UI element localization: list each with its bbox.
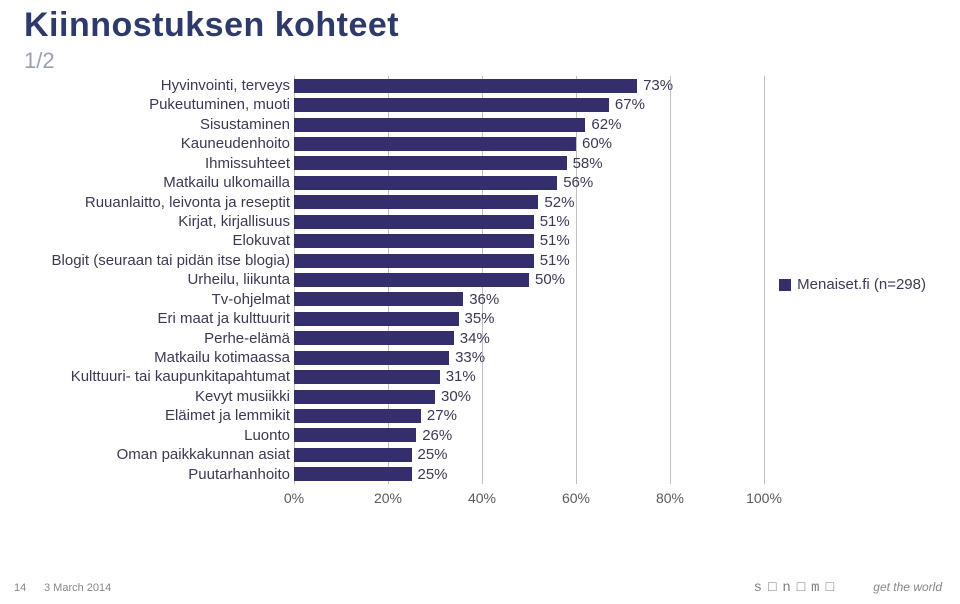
chart-legend: Menaiset.fi (n=298) bbox=[779, 276, 926, 293]
chart-value-label: 51% bbox=[540, 212, 570, 231]
chart-bar bbox=[294, 234, 534, 248]
chart-bar bbox=[294, 98, 609, 112]
chart-value-label: 58% bbox=[573, 154, 603, 173]
chart-category-label: Elokuvat bbox=[24, 231, 290, 250]
page-subtitle: 1/2 bbox=[24, 48, 55, 74]
chart-category-label: Sisustaminen bbox=[24, 115, 290, 134]
chart-value-label: 34% bbox=[460, 329, 490, 348]
chart-value-label: 51% bbox=[540, 231, 570, 250]
chart-bar bbox=[294, 292, 463, 306]
chart-category-label: Puutarhanhoito bbox=[24, 465, 290, 484]
chart-axis-tick-label: 100% bbox=[746, 490, 782, 506]
chart-category-label: Luonto bbox=[24, 426, 290, 445]
chart-bar bbox=[294, 370, 440, 384]
chart-category-label: Oman paikkakunnan asiat bbox=[24, 445, 290, 464]
chart-bar bbox=[294, 390, 435, 404]
chart-bar bbox=[294, 137, 576, 151]
chart-bar bbox=[294, 195, 538, 209]
chart-bar bbox=[294, 428, 416, 442]
chart-bar bbox=[294, 176, 557, 190]
chart-value-label: 50% bbox=[535, 270, 565, 289]
chart-value-label: 51% bbox=[540, 251, 570, 270]
chart-axis-tick-label: 80% bbox=[656, 490, 684, 506]
chart-category-label: Ruuanlaitto, leivonta ja reseptit bbox=[24, 193, 290, 212]
footer-date: 3 March 2014 bbox=[44, 582, 111, 594]
chart-category-label: Kirjat, kirjallisuus bbox=[24, 212, 290, 231]
chart-value-label: 27% bbox=[427, 406, 457, 425]
chart-plot: 0%20%40%60%80%100%73%67%62%60%58%56%52%5… bbox=[294, 76, 764, 506]
chart-category-label: Urheilu, liikunta bbox=[24, 270, 290, 289]
chart-value-label: 25% bbox=[418, 465, 448, 484]
legend-label: Menaiset.fi (n=298) bbox=[797, 276, 926, 293]
chart-value-label: 52% bbox=[544, 193, 574, 212]
chart-category-label: Kauneudenhoito bbox=[24, 134, 290, 153]
chart-bar bbox=[294, 156, 567, 170]
chart-axis-tick-label: 60% bbox=[562, 490, 590, 506]
chart-bar bbox=[294, 215, 534, 229]
chart-value-label: 62% bbox=[591, 115, 621, 134]
chart-category-label: Matkailu ulkomailla bbox=[24, 173, 290, 192]
footer-tagline: get the world bbox=[873, 580, 942, 594]
chart-bar bbox=[294, 273, 529, 287]
footer-page-number: 14 bbox=[14, 582, 26, 594]
chart-value-label: 30% bbox=[441, 387, 471, 406]
chart-category-label: Hyvinvointi, terveys bbox=[24, 76, 290, 95]
chart-value-label: 31% bbox=[446, 367, 476, 386]
chart-value-label: 33% bbox=[455, 348, 485, 367]
chart-category-label: Matkailu kotimaassa bbox=[24, 348, 290, 367]
chart-bar bbox=[294, 331, 454, 345]
chart-category-label: Blogit (seuraan tai pidän itse blogia) bbox=[24, 251, 290, 270]
chart-value-label: 36% bbox=[469, 290, 499, 309]
footer-brand: s□n□m□ bbox=[754, 580, 840, 596]
chart-bar bbox=[294, 409, 421, 423]
chart-bar bbox=[294, 351, 449, 365]
chart-category-label: Eläimet ja lemmikit bbox=[24, 406, 290, 425]
footer: 14 3 March 2014 s□n□m□ get the world bbox=[0, 572, 960, 596]
chart-bar bbox=[294, 467, 412, 481]
chart-value-label: 60% bbox=[582, 134, 612, 153]
chart-category-label: Ihmissuhteet bbox=[24, 154, 290, 173]
chart-category-label: Kevyt musiikki bbox=[24, 387, 290, 406]
chart-category-label: Pukeutuminen, muoti bbox=[24, 95, 290, 114]
chart-bar bbox=[294, 448, 412, 462]
chart-area: 0%20%40%60%80%100%73%67%62%60%58%56%52%5… bbox=[24, 76, 936, 536]
chart-bar bbox=[294, 254, 534, 268]
chart-bar bbox=[294, 79, 637, 93]
chart-bar bbox=[294, 118, 585, 132]
chart-value-label: 26% bbox=[422, 426, 452, 445]
chart-gridline bbox=[764, 76, 765, 484]
page-title: Kiinnostuksen kohteet bbox=[24, 6, 399, 45]
chart-value-label: 73% bbox=[643, 76, 673, 95]
chart-value-label: 67% bbox=[615, 95, 645, 114]
legend-swatch bbox=[779, 279, 791, 291]
chart-category-label: Kulttuuri- tai kaupunkitapahtumat bbox=[24, 367, 290, 386]
chart-value-label: 56% bbox=[563, 173, 593, 192]
chart-gridline bbox=[670, 76, 671, 484]
chart-axis-tick-label: 20% bbox=[374, 490, 402, 506]
chart-bar bbox=[294, 312, 459, 326]
chart-axis-tick-label: 0% bbox=[284, 490, 304, 506]
chart-value-label: 35% bbox=[465, 309, 495, 328]
chart-category-label: Tv-ohjelmat bbox=[24, 290, 290, 309]
chart-category-label: Perhe-elämä bbox=[24, 329, 290, 348]
chart-axis-tick-label: 40% bbox=[468, 490, 496, 506]
chart-category-label: Eri maat ja kulttuurit bbox=[24, 309, 290, 328]
chart-value-label: 25% bbox=[418, 445, 448, 464]
chart-gridline bbox=[576, 76, 577, 484]
